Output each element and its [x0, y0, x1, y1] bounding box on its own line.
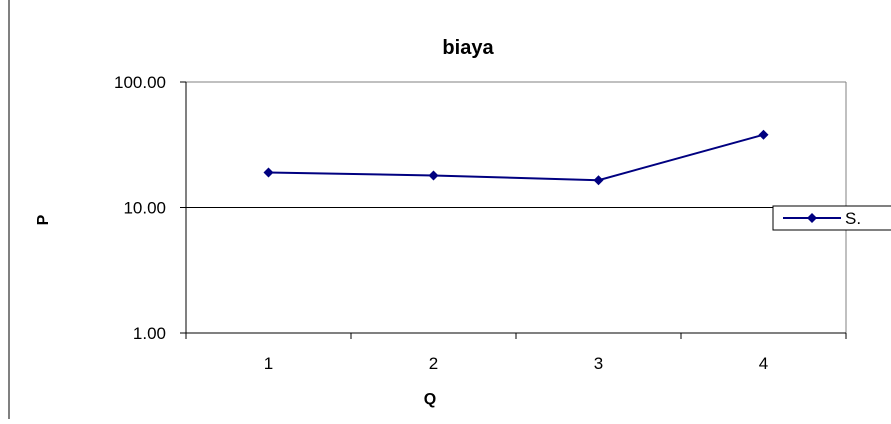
y-tick-label: 100.00	[114, 73, 166, 92]
data-point-marker	[428, 170, 439, 181]
data-point-marker	[263, 167, 274, 178]
y-axis-label: P	[35, 214, 52, 225]
series-line	[268, 133, 764, 182]
x-tick-label: 3	[594, 354, 603, 373]
x-axis-label: Q	[424, 391, 436, 408]
x-tick-label: 4	[759, 354, 768, 373]
legend-marker-swatch	[807, 213, 817, 223]
x-tick-label: 1	[264, 354, 273, 373]
data-point-marker	[758, 129, 769, 140]
chart-title: biaya	[442, 37, 494, 59]
y-tick-label: 1.00	[133, 324, 166, 343]
legend-label: S.	[845, 209, 861, 228]
data-point-marker	[593, 175, 604, 186]
x-tick-label: 2	[429, 354, 438, 373]
y-tick-label: 10.00	[123, 199, 166, 218]
